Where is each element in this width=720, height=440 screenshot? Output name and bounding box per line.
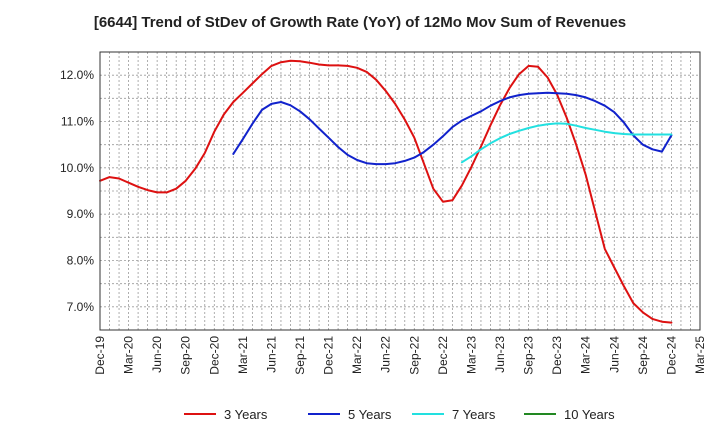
chart-title: [6644] Trend of StDev of Growth Rate (Yo… xyxy=(93,14,627,31)
plot-frame xyxy=(99,51,701,331)
y-tick-label: 12.0% xyxy=(60,68,94,82)
series-line-3-years xyxy=(99,59,673,324)
x-tick-label: Jun-24 xyxy=(607,336,621,373)
x-tick-label: Jun-20 xyxy=(150,336,164,373)
x-tick-label: Jun-21 xyxy=(264,336,278,373)
x-tick-label: Sep-23 xyxy=(522,336,536,375)
x-tick-label: Dec-19 xyxy=(93,336,107,375)
legend-label: 7 Years xyxy=(452,407,496,422)
x-tick-label: Dec-24 xyxy=(664,336,678,375)
x-tick-label: Dec-23 xyxy=(550,336,564,375)
x-tick-label: Dec-20 xyxy=(207,336,221,375)
legend-label: 3 Years xyxy=(224,407,268,422)
x-tick-label: Sep-21 xyxy=(293,336,307,375)
y-tick-label: 9.0% xyxy=(67,207,95,221)
series-line-7-years xyxy=(460,122,673,164)
x-tick-label: Mar-24 xyxy=(579,336,593,374)
legend-label: 10 Years xyxy=(564,407,615,422)
x-tick-label: Mar-21 xyxy=(236,336,250,374)
x-tick-label: Mar-20 xyxy=(122,336,136,374)
x-tick-label: Sep-22 xyxy=(407,336,421,375)
legend-label: 5 Years xyxy=(348,407,392,422)
x-tick-label: Dec-22 xyxy=(436,336,450,375)
series-line-5-years xyxy=(232,91,673,166)
x-tick-label: Mar-25 xyxy=(693,336,707,374)
x-axis-ticks: Dec-19 Mar-20 Jun-20 Sep-20 Dec-20 Mar-21 Jun-… xyxy=(93,336,707,375)
x-tick-label: Dec-21 xyxy=(322,336,336,375)
x-tick-label: Sep-20 xyxy=(179,336,193,375)
legend: 3 Years 5 Years 7 Years 10 Years xyxy=(184,407,615,422)
series-lines xyxy=(99,59,673,324)
x-tick-label: Sep-24 xyxy=(636,336,650,375)
x-tick-label: Mar-22 xyxy=(350,336,364,374)
y-tick-label: 11.0% xyxy=(61,115,94,129)
y-tick-label: 8.0% xyxy=(67,254,95,268)
y-tick-label: 7.0% xyxy=(67,300,95,314)
x-tick-label: Mar-23 xyxy=(464,336,478,374)
x-tick-label: Jun-23 xyxy=(493,336,507,373)
x-tick-label: Jun-22 xyxy=(379,336,393,373)
y-axis-ticks: 7.0% 8.0% 9.0% 10.0% 11.0% 12.0% xyxy=(60,68,94,314)
grid-lines xyxy=(99,51,701,331)
y-tick-label: 10.0% xyxy=(60,161,94,175)
